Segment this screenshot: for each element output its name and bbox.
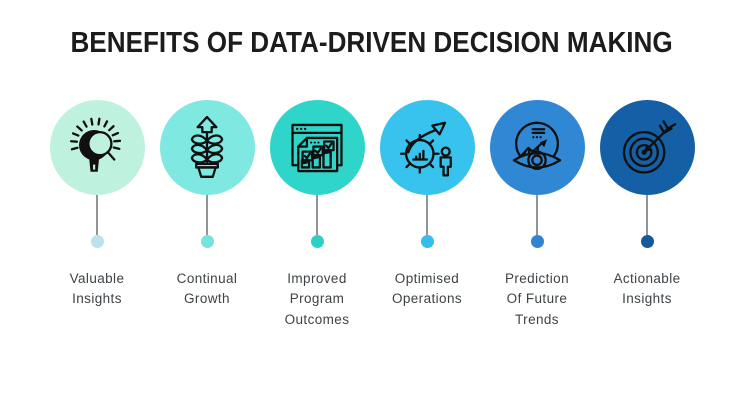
benefit-label: Prediction Of Future Trends bbox=[504, 271, 570, 327]
connector-dot bbox=[90, 235, 104, 248]
growth-plant-icon bbox=[190, 115, 224, 178]
connector-line bbox=[96, 195, 98, 235]
lightbulb-magnifier-icon bbox=[70, 117, 122, 172]
header: BENEFITS OF DATA-DRIVEN DECISION MAKING bbox=[0, 0, 744, 60]
benefit-label: Actionable Insights bbox=[613, 271, 681, 307]
benefit-circle bbox=[379, 100, 475, 195]
benefit-label: Continual Growth bbox=[176, 271, 238, 307]
benefit-label: Valuable Insights bbox=[69, 271, 125, 307]
eye-forecast-chart-icon bbox=[512, 121, 562, 170]
benefit-label: Optimised Operations bbox=[391, 271, 463, 307]
checklist-bar-chart-icon bbox=[291, 123, 343, 172]
benefit-item-valuable-insights: Valuable Insights bbox=[49, 100, 145, 330]
gear-growth-arrow-person-icon bbox=[399, 121, 452, 177]
connector-dot bbox=[310, 235, 324, 248]
connector-line bbox=[536, 195, 538, 235]
connector-dot bbox=[200, 235, 214, 248]
benefit-circle bbox=[49, 100, 145, 195]
benefit-item-actionable-insights: Actionable Insights bbox=[599, 100, 695, 330]
page-title: BENEFITS OF DATA-DRIVEN DECISION MAKING bbox=[70, 27, 674, 59]
connector-dot bbox=[420, 235, 434, 248]
benefits-row: Valuable Insights Cont bbox=[0, 100, 744, 330]
benefit-circle bbox=[159, 100, 255, 195]
target-dart-icon bbox=[622, 119, 677, 174]
connector-line bbox=[206, 195, 208, 235]
connector-line bbox=[316, 195, 318, 235]
benefit-circle bbox=[599, 100, 695, 195]
connector-dot bbox=[640, 235, 654, 248]
benefit-item-improved-program-outcomes: Improved Program Outcomes bbox=[269, 100, 365, 330]
benefit-item-optimised-operations: Optimised Operations bbox=[379, 100, 475, 330]
benefit-item-continual-growth: Continual Growth bbox=[159, 100, 255, 330]
benefit-circle bbox=[269, 100, 365, 195]
benefit-item-prediction-of-future-trends: Prediction Of Future Trends bbox=[489, 100, 585, 330]
benefit-label: Improved Program Outcomes bbox=[284, 271, 350, 327]
connector-line bbox=[646, 195, 648, 235]
connector-line bbox=[426, 195, 428, 235]
connector-dot bbox=[530, 235, 544, 248]
benefit-circle bbox=[489, 100, 585, 195]
